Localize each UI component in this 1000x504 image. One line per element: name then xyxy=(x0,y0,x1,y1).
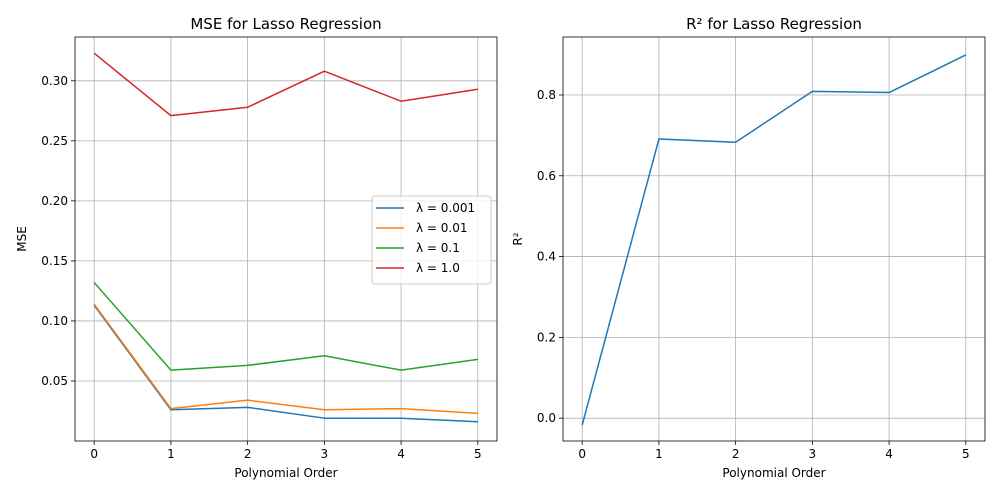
x-tick-label: 0 xyxy=(90,447,98,461)
y-axis-label: R² xyxy=(511,232,525,245)
y-tick-label: 0.20 xyxy=(41,194,68,208)
chart-panel-1: 0 1 2 3 4 5 0.05 0.10 0.15 0.20 0.25 0.30 MSE for La… xyxy=(15,15,498,480)
y-axis-label: MSE xyxy=(15,226,29,252)
x-tick-label: 0 xyxy=(578,447,586,461)
legend-label-1: λ = 0.001 xyxy=(416,201,475,215)
legend: λ = 0.001 λ = 0.01 λ = 0.1 λ = 1.0 xyxy=(371,195,492,285)
series-line-3 xyxy=(93,282,478,371)
x-tick-label: 1 xyxy=(167,447,175,461)
y-tick-label: 0.2 xyxy=(537,330,556,344)
y-tick-label: 0.6 xyxy=(537,169,556,183)
x-tick-label: 5 xyxy=(962,447,970,461)
x-tick-label: 2 xyxy=(732,447,740,461)
x-tick-label: 3 xyxy=(809,447,817,461)
legend-label-2: λ = 0.01 xyxy=(416,221,468,235)
chart-panel-2: 0 1 2 3 4 5 0.0 0.2 0.4 0.6 0.8 R² for Lasso Regres… xyxy=(511,15,986,480)
y-tick-label: 0.30 xyxy=(41,74,68,88)
legend-label-4: λ = 1.0 xyxy=(416,261,460,275)
y-tick-label: 0.10 xyxy=(41,314,68,328)
x-tick-label: 5 xyxy=(474,447,482,461)
series-line-2 xyxy=(93,303,478,415)
x-tick-label: 1 xyxy=(655,447,663,461)
chart-title: MSE for Lasso Regression xyxy=(190,15,381,33)
x-tick-label: 4 xyxy=(397,447,405,461)
y-tick-label: 0.0 xyxy=(537,411,556,425)
legend-label-3: λ = 0.1 xyxy=(416,241,460,255)
x-tick-label: 4 xyxy=(885,447,893,461)
plot-frame xyxy=(74,36,498,442)
chart-title: R² for Lasso Regression xyxy=(686,15,862,33)
y-tick-label: 0.8 xyxy=(537,88,556,102)
x-tick-label: 3 xyxy=(321,447,329,461)
legend-box xyxy=(371,195,492,285)
y-tick-label: 0.4 xyxy=(537,250,556,264)
y-tick-label: 0.15 xyxy=(41,254,68,268)
x-tick-label: 2 xyxy=(244,447,252,461)
plot-frame xyxy=(562,36,986,442)
series-line-1 xyxy=(581,54,967,426)
series-line-4 xyxy=(93,52,478,117)
x-axis-label: Polynomial Order xyxy=(234,466,337,480)
x-axis-label: Polynomial Order xyxy=(722,466,825,480)
y-tick-label: 0.25 xyxy=(41,134,68,148)
y-tick-label: 0.05 xyxy=(41,374,68,388)
